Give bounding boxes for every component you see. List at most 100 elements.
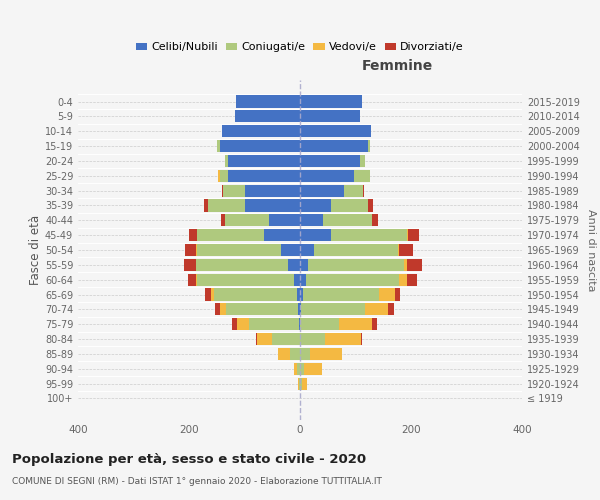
Bar xyxy=(188,274,300,286)
Bar xyxy=(300,96,362,108)
Bar xyxy=(237,318,300,330)
Bar xyxy=(300,155,365,167)
Bar xyxy=(300,214,323,226)
Bar xyxy=(300,110,360,122)
Bar xyxy=(272,333,300,345)
Bar xyxy=(196,259,300,271)
Bar xyxy=(300,348,342,360)
Bar xyxy=(300,110,360,122)
Bar xyxy=(300,200,368,211)
Bar xyxy=(300,274,305,286)
Bar xyxy=(228,170,300,182)
Bar xyxy=(235,110,300,122)
Bar xyxy=(223,125,300,138)
Bar xyxy=(300,125,371,138)
Bar xyxy=(300,274,407,286)
Bar xyxy=(300,244,314,256)
Bar xyxy=(300,274,416,286)
Bar xyxy=(300,184,364,196)
Y-axis label: Fasce di età: Fasce di età xyxy=(29,215,42,285)
Bar xyxy=(295,362,300,375)
Bar xyxy=(300,125,371,138)
Bar xyxy=(189,229,300,241)
Bar xyxy=(204,200,300,211)
Bar xyxy=(217,140,300,152)
Bar xyxy=(300,274,399,286)
Bar xyxy=(300,184,344,196)
Bar xyxy=(257,333,300,345)
Bar xyxy=(300,229,419,241)
Bar xyxy=(300,200,368,211)
Bar xyxy=(300,333,361,345)
Bar xyxy=(300,170,370,182)
Bar xyxy=(223,184,300,196)
Bar xyxy=(196,244,300,256)
Bar xyxy=(300,288,400,300)
Bar xyxy=(245,200,300,211)
Bar xyxy=(300,244,413,256)
Bar xyxy=(295,274,300,286)
Bar xyxy=(298,378,300,390)
Bar xyxy=(300,214,372,226)
Bar xyxy=(300,155,365,167)
Bar xyxy=(196,274,300,286)
Bar xyxy=(300,304,301,316)
Bar xyxy=(300,229,407,241)
Bar xyxy=(300,244,398,256)
Bar xyxy=(300,348,342,360)
Bar xyxy=(236,96,300,108)
Bar xyxy=(236,96,300,108)
Bar xyxy=(300,125,371,138)
Bar xyxy=(300,155,365,167)
Bar xyxy=(300,214,378,226)
Bar xyxy=(228,155,300,167)
Bar xyxy=(297,288,300,300)
Bar xyxy=(300,200,373,211)
Bar xyxy=(300,170,370,182)
Bar xyxy=(300,214,372,226)
Bar xyxy=(300,378,307,390)
Bar xyxy=(225,214,300,226)
Bar xyxy=(223,184,300,196)
Bar xyxy=(300,140,370,152)
Bar xyxy=(185,244,300,256)
Bar xyxy=(300,229,331,241)
Bar xyxy=(300,348,310,360)
Text: COMUNE DI SEGNI (RM) - Dati ISTAT 1° gennaio 2020 - Elaborazione TUTTITALIA.IT: COMUNE DI SEGNI (RM) - Dati ISTAT 1° gen… xyxy=(12,478,382,486)
Bar xyxy=(300,184,363,196)
Bar xyxy=(300,259,308,271)
Bar xyxy=(223,125,300,138)
Bar xyxy=(300,170,355,182)
Bar xyxy=(217,140,300,152)
Bar xyxy=(211,288,300,300)
Bar xyxy=(214,288,300,300)
Bar xyxy=(249,318,300,330)
Bar xyxy=(236,96,300,108)
Bar xyxy=(220,304,300,316)
Bar xyxy=(256,333,300,345)
Bar xyxy=(278,348,300,360)
Bar xyxy=(300,304,365,316)
Bar xyxy=(197,229,300,241)
Bar xyxy=(299,378,300,390)
Bar xyxy=(208,200,300,211)
Bar xyxy=(269,214,300,226)
Bar xyxy=(300,362,304,375)
Bar xyxy=(299,318,300,330)
Text: Popolazione per età, sesso e stato civile - 2020: Popolazione per età, sesso e stato civil… xyxy=(12,452,366,466)
Bar xyxy=(225,214,300,226)
Bar xyxy=(300,362,322,375)
Bar xyxy=(217,140,300,152)
Bar xyxy=(300,200,331,211)
Bar xyxy=(300,333,362,345)
Bar xyxy=(225,155,300,167)
Bar xyxy=(300,140,368,152)
Bar xyxy=(264,229,300,241)
Bar xyxy=(223,184,300,196)
Bar xyxy=(184,259,300,271)
Bar xyxy=(197,274,300,286)
Bar xyxy=(300,170,370,182)
Bar xyxy=(218,170,300,182)
Bar xyxy=(298,304,300,316)
Bar xyxy=(226,304,300,316)
